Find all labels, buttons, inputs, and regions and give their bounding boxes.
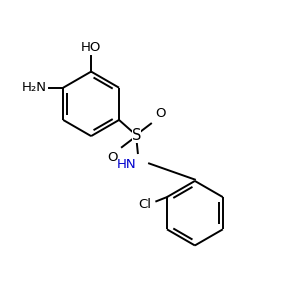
Text: S: S [132,128,141,143]
Text: H₂N: H₂N [21,81,46,94]
Text: HN: HN [117,158,136,171]
Text: Cl: Cl [138,198,152,211]
Text: HO: HO [81,41,101,54]
Text: O: O [108,151,118,164]
Text: O: O [155,107,165,120]
